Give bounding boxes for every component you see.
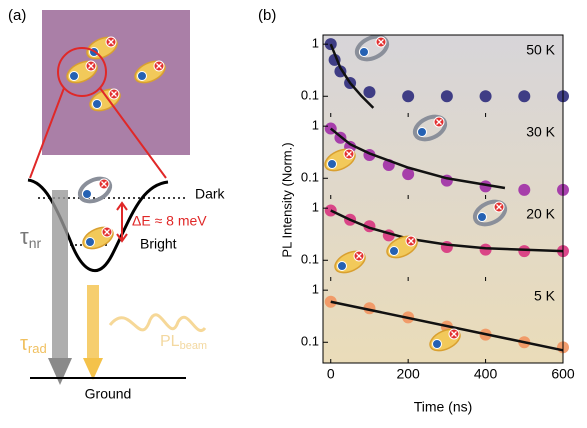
rad-arrowhead xyxy=(83,358,103,380)
data-point xyxy=(518,245,530,257)
figure: (a) Dark Bright ΔE ≈ 8 meV τnr τrad PLbe… xyxy=(0,0,587,423)
panel-label: (b) xyxy=(258,7,276,24)
dark-exciton xyxy=(76,174,113,206)
temperature-label: 20 K xyxy=(526,206,555,222)
delta-e: ΔE ≈ 8 meV xyxy=(132,213,207,229)
symbol: PL xyxy=(160,333,180,350)
emission-wave xyxy=(110,315,205,331)
ground-label: Ground xyxy=(85,386,132,402)
data-point xyxy=(363,86,375,98)
panel-b: (b) PL Intensity (Norm.) Time (ns) xyxy=(258,7,563,415)
bright-exciton xyxy=(80,223,117,253)
y-tick-label: 1 xyxy=(312,36,319,51)
bright-label: Bright xyxy=(140,236,177,252)
x-tick-label: 400 xyxy=(474,366,498,382)
y-tick-label: 0.1 xyxy=(301,170,319,185)
data-point xyxy=(480,90,492,102)
panel-a: (a) Dark Bright ΔE ≈ 8 meV τnr τrad PLbe… xyxy=(8,7,226,402)
nr-arrow xyxy=(52,190,68,360)
data-point xyxy=(441,90,453,102)
panel-label: (a) xyxy=(8,7,26,24)
pl-beam: PLbeam xyxy=(160,333,207,352)
rad-arrow xyxy=(87,285,99,360)
subscript: rad xyxy=(28,341,47,356)
x-tick-label: 600 xyxy=(551,366,575,382)
symbol: τ xyxy=(20,333,28,355)
dark-label: Dark xyxy=(195,186,226,202)
tau-nr: τnr xyxy=(20,224,41,251)
subscript: beam xyxy=(180,340,208,352)
plot-background xyxy=(323,35,563,363)
y-tick-label: 0.1 xyxy=(301,252,319,267)
data-point xyxy=(402,90,414,102)
x-tick-label: 200 xyxy=(396,366,420,382)
temperature-label: 30 K xyxy=(526,124,555,140)
y-axis-label: PL Intensity (Norm.) xyxy=(279,142,294,257)
y-tick-label: 0.1 xyxy=(301,88,319,103)
temperature-label: 5 K xyxy=(534,288,556,304)
x-tick-label: 0 xyxy=(327,366,335,382)
temperature-label: 50 K xyxy=(526,42,555,58)
subscript: nr xyxy=(29,235,42,251)
crystal-tint xyxy=(42,10,190,155)
gap-arrow xyxy=(117,203,127,241)
tau-rad: τrad xyxy=(20,333,47,356)
y-tick-label: 0.1 xyxy=(301,334,319,349)
y-tick-label: 1 xyxy=(312,118,319,133)
x-axis-label: Time (ns) xyxy=(414,399,473,415)
symbol: τ xyxy=(20,224,29,249)
y-tick-label: 1 xyxy=(312,200,319,215)
y-tick-label: 1 xyxy=(312,282,319,297)
data-point xyxy=(518,184,530,196)
nr-arrowhead xyxy=(48,358,72,385)
data-point xyxy=(518,90,530,102)
